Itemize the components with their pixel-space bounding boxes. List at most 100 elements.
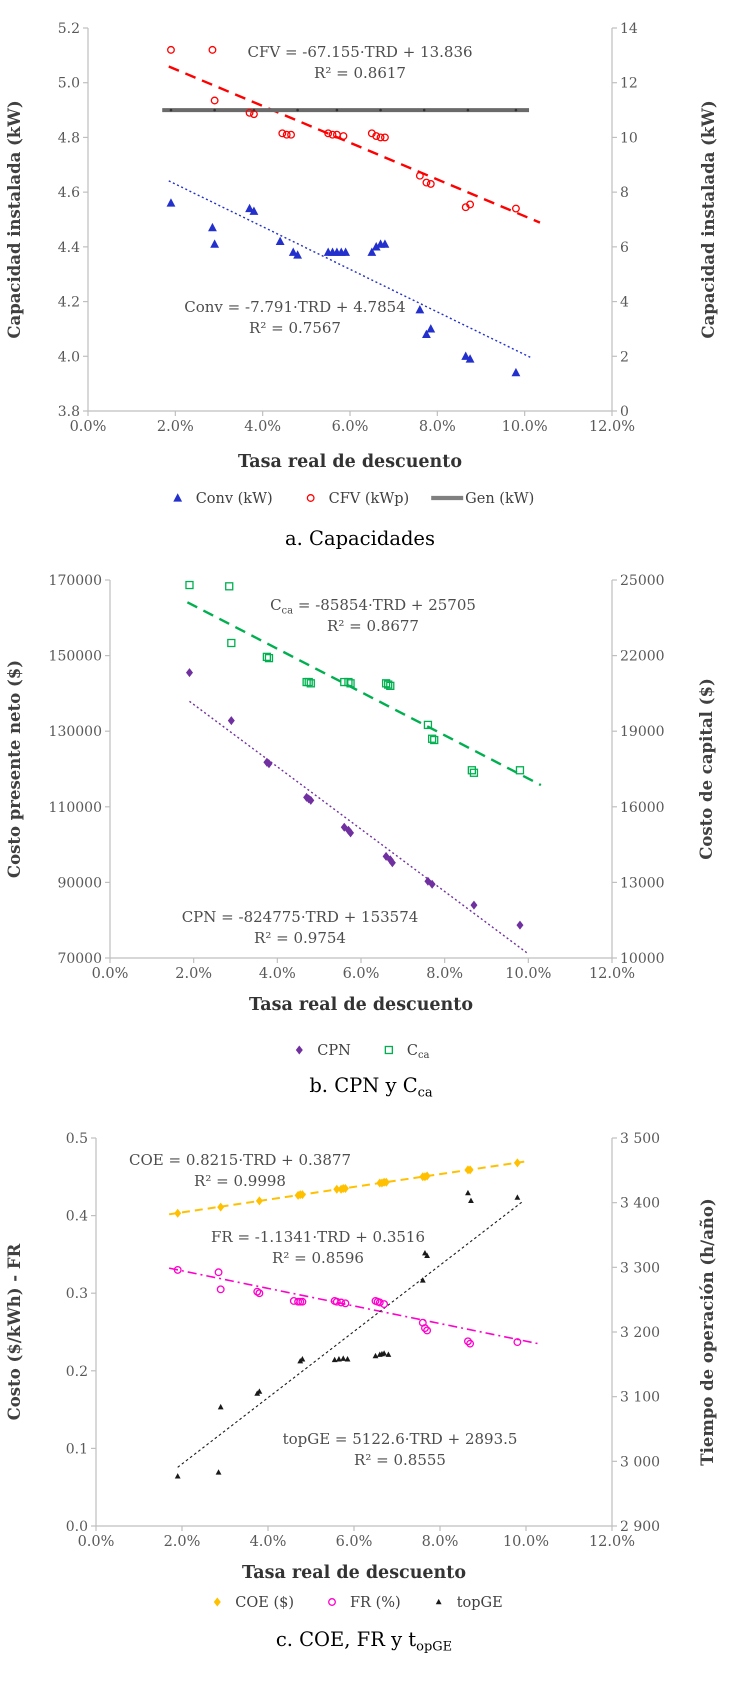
data-point-triangle [275,236,285,245]
data-point-gen-dot [422,108,426,112]
right-axis-title: Tiempo de operación (h/año) [698,1198,717,1465]
chart-c-coe-fr-topge: 0.0 0.1 0.2 0.3 0.4 0.5 2 900 3 000 3 100 3 200 3 … [5,1131,717,1654]
trendline-cfv [168,65,541,224]
data-point-triangle-small [468,1197,474,1204]
data-point-square [264,653,274,663]
data-point-square [185,580,194,590]
equation-annotation-1: CFV = -67.155·TRD + 13.836 R² = 0.8617 [247,43,472,82]
data-point-square [467,766,477,775]
right-tick-label: 19000 [620,724,665,740]
data-point-triangle [415,304,425,314]
data-point-circle [422,178,431,187]
legend-item-cca: Cca​ [384,1043,430,1061]
left-axis-title: Costo presente neto ($) [5,660,24,878]
series-coe-points [174,1158,521,1218]
data-point-diamond [333,1184,341,1194]
x-tick-label: 0.0% [92,966,129,982]
legend-label: Conv (kW) [196,491,273,507]
equation-line: R² = 0.8596 [272,1249,364,1267]
x-tick-label: 6.0% [343,966,380,982]
x-tick-label: 0.0% [78,1534,115,1550]
series-cpn-points [185,668,524,930]
legend-label: CFV (kWp) [329,491,410,507]
equation-annotation-2: Conv = -7.791·TRD + 4.7854 R² = 0.7567 [184,298,405,337]
data-point-diamond [295,1045,303,1055]
series-conv-points [166,198,521,377]
right-tick-label: 10 [620,130,638,146]
data-point-circle [423,1326,432,1335]
data-point-circle [466,1339,475,1348]
data-point-triangle [249,206,259,215]
data-point-circle [253,1287,262,1296]
equation-line: COE = 0.8215·TRD + 0.3877 [129,1151,351,1169]
x-tick-label: 12.0% [589,419,635,435]
right-tick-label: 25000 [620,573,665,589]
left-tick-label: 0.0 [66,1519,88,1535]
equation-line: R² = 0.8617 [314,64,406,82]
data-point-diamond [470,900,478,910]
data-point-circle [282,130,291,139]
data-point-gen-dot [169,108,173,112]
x-tick-label: 6.0% [336,1534,373,1550]
tick-labels: 3.8 4.0 4.2 4.4 4.6 4.8 5.0 5.2 0 2 4 6 8 10 12 14 0.0% 2… [58,21,638,435]
left-tick-label: 3.8 [58,404,80,420]
data-point-circle [328,130,337,139]
data-point-diamond [382,1177,390,1187]
x-tick-label: 10.0% [503,1534,549,1550]
left-tick-label: 150000 [49,649,102,665]
series-cfv-points [167,45,520,213]
right-tick-label: 3 000 [620,1454,660,1470]
left-axis-title: Capacidad instalada (kW) [5,100,24,338]
right-tick-label: 0 [620,404,629,420]
data-point-circle [376,133,385,142]
data-point-circle [464,1337,472,1346]
left-tick-label: 170000 [49,573,102,589]
data-point-square [469,768,479,777]
left-tick-label: 0.3 [66,1286,88,1302]
data-point-triangle [511,367,521,377]
right-tick-label: 2 [620,349,629,365]
right-tick-label: 14 [620,21,638,37]
right-tick-label: 3 200 [620,1325,660,1341]
data-point-diamond [255,1196,263,1206]
data-point-triangle-small [381,1350,387,1356]
left-tick-label: 130000 [49,724,102,740]
data-point-triangle [380,239,390,248]
data-point-circle [513,1338,522,1347]
right-axis-title: Costo de capital ($) [697,678,716,860]
data-point-triangle-small [299,1356,306,1362]
data-point-triangle-small [344,1356,351,1362]
data-point-circle [421,1324,429,1333]
data-point-square [262,652,272,662]
data-point-diamond [513,1158,521,1168]
data-point-triangle-small [215,1469,222,1475]
legend-label: Cca​ [407,1043,430,1061]
legend-label: CPN [317,1043,351,1059]
data-point-square [386,681,395,690]
data-point-gen-dot [296,108,299,112]
left-axis-title: Costo ($/kWh) - FR [5,1243,24,1420]
data-point-square [515,766,525,775]
data-point-diamond [213,1597,221,1607]
data-point-square [381,679,391,688]
data-point-circle [415,171,424,180]
legend: CPN Cca​ [295,1043,430,1061]
data-point-triangle [210,239,220,248]
data-point-diamond [340,822,348,832]
left-tick-label: 4.6 [58,185,80,201]
data-point-circle [167,45,175,54]
x-tick-label: 10.0% [502,419,548,435]
chart-b-cpn-cca: 7000090000110000130000150000170000100001… [5,573,716,1100]
x-tick-label: 0.0% [70,419,107,435]
right-tick-label: 13000 [620,875,665,891]
x-tick-label: 4.0% [259,966,296,982]
data-point-triangle-small [336,1356,342,1362]
data-point-diamond [185,668,193,678]
data-point-square [227,638,236,648]
trendlines [186,601,542,955]
data-point-gen-dot [514,108,518,112]
legend-item-cpn: CPN [295,1043,351,1059]
x-tick-label: 2.0% [175,966,212,982]
left-tick-label: 0.4 [66,1209,88,1225]
data-point-triangle [461,351,471,360]
